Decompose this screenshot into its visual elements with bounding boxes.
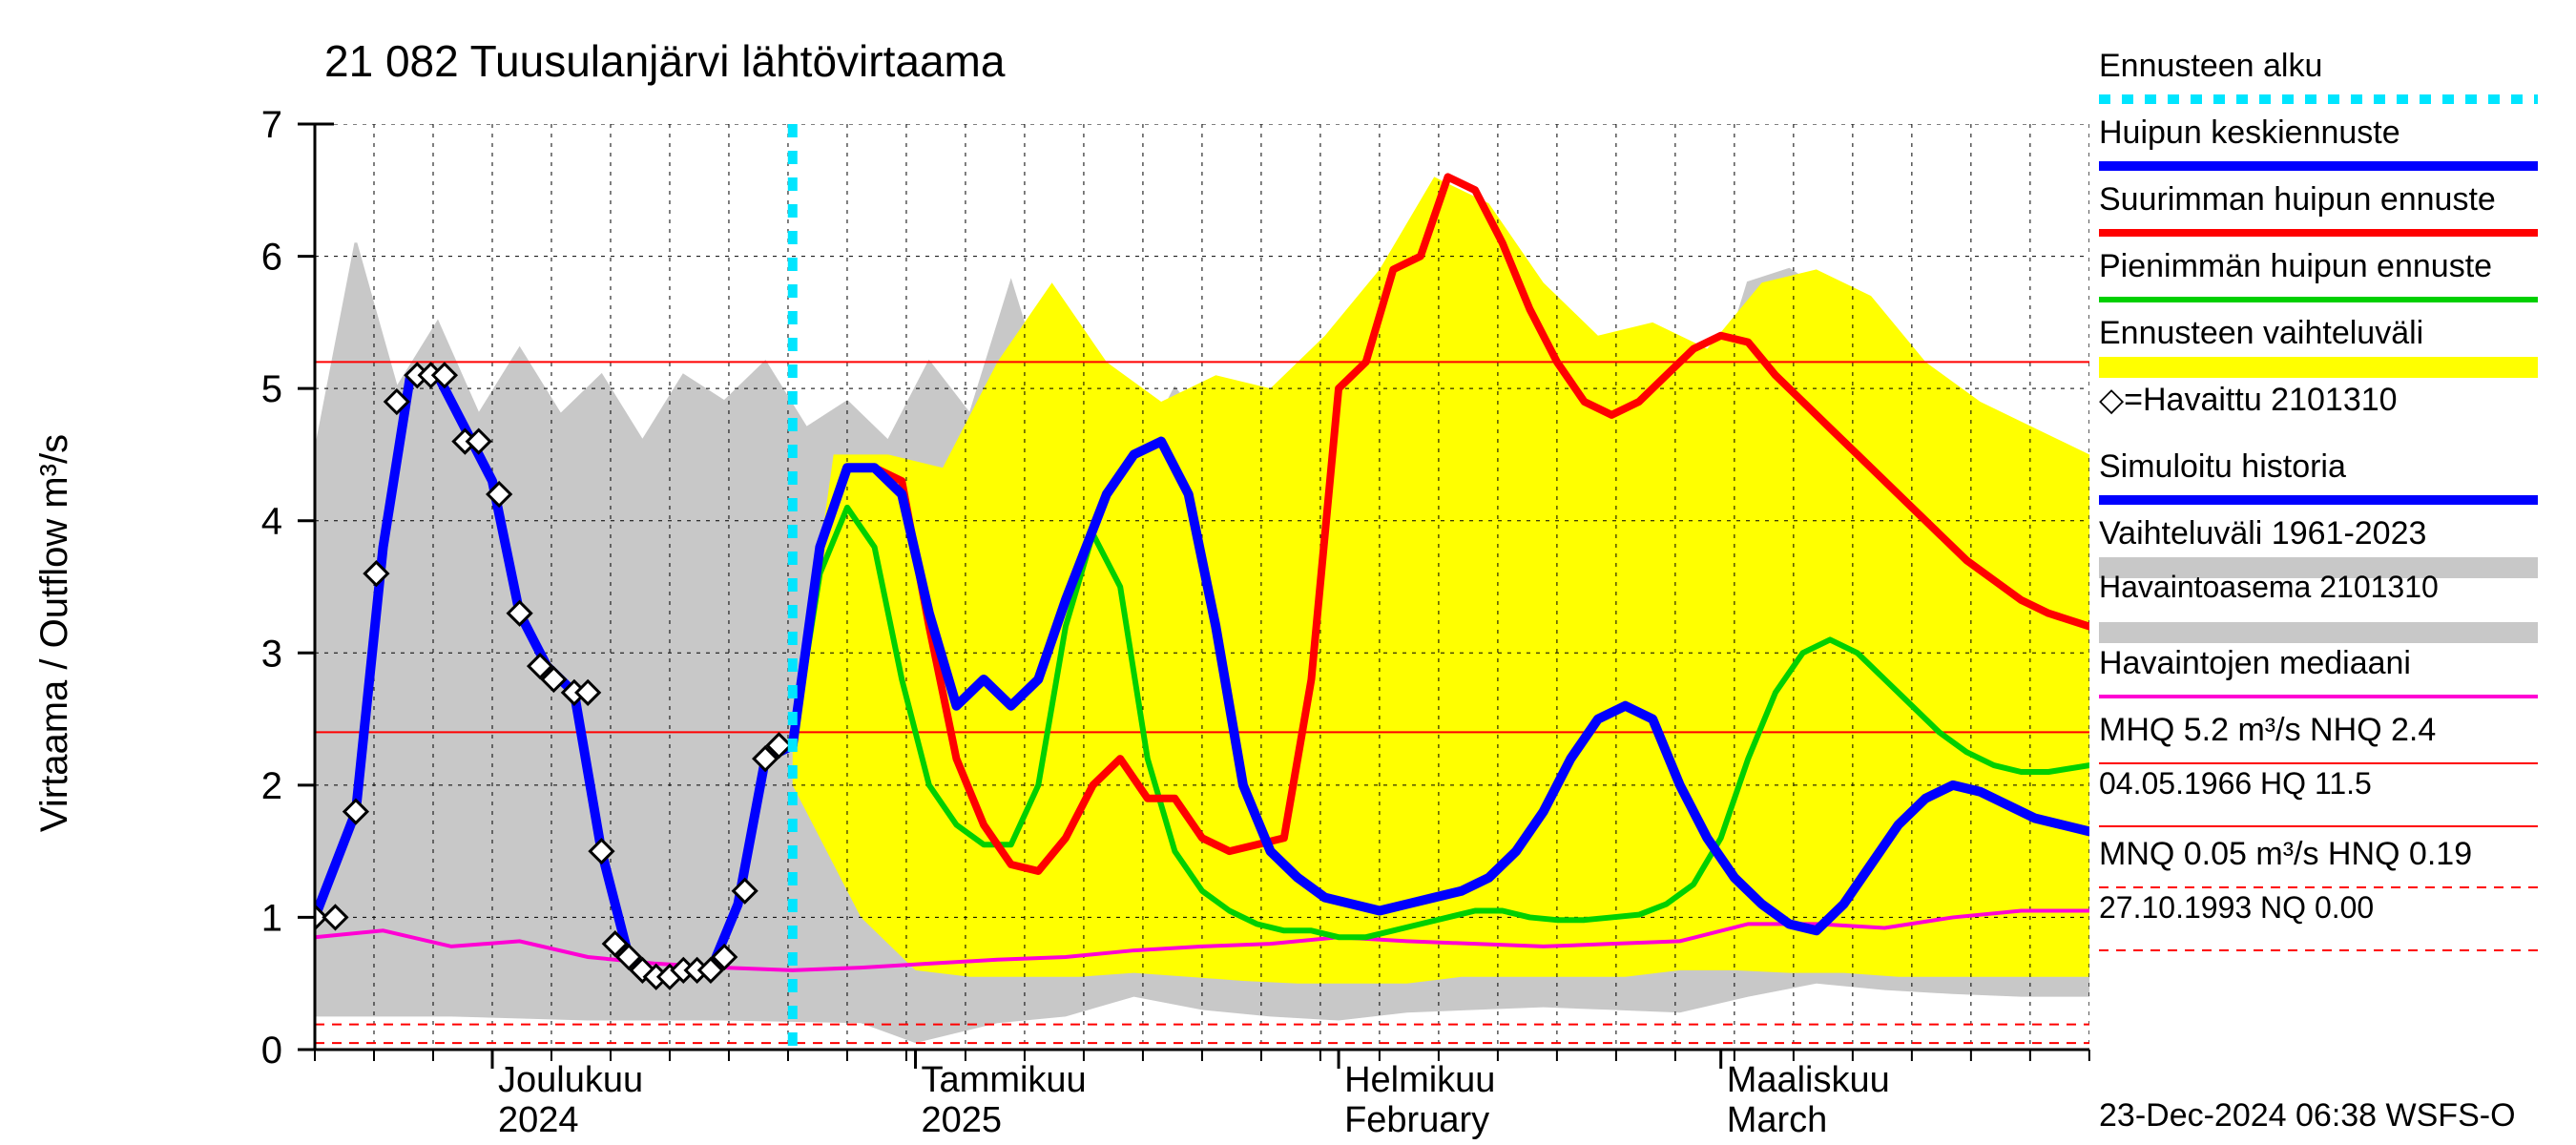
month-label-top: Tammikuu [922, 1060, 1087, 1100]
chart-footer: 23-Dec-2024 06:38 WSFS-O [2099, 1097, 2516, 1134]
y-tick-label: 2 [261, 765, 282, 807]
legend-item-label: Huipun keskiennuste [2099, 114, 2400, 151]
month-label-top: Joulukuu [498, 1060, 643, 1100]
legend-item-label: Pienimmän huipun ennuste [2099, 248, 2492, 284]
legend-item-sub: 27.10.1993 NQ 0.00 [2099, 890, 2374, 925]
legend-item-label: Vaihteluväli 1961-2023 [2099, 515, 2426, 552]
month-label-bottom: February [1344, 1100, 1489, 1140]
legend-item-label: Ennusteen vaihteluväli [2099, 315, 2423, 351]
month-label-bottom: March [1727, 1100, 1828, 1140]
legend-item-label: MHQ 5.2 m³/s NHQ 2.4 [2099, 712, 2436, 748]
chart-svg: 0 1 2 3 4 5 6 7 21 082 Tuusulanjärvi lähtövirtaa… [0, 0, 2576, 1145]
legend-item-label: Havaintojen mediaani [2099, 645, 2411, 681]
y-tick-label: 0 [261, 1030, 282, 1072]
month-label-top: Helmikuu [1344, 1060, 1495, 1100]
y-tick-label: 5 [261, 368, 282, 410]
y-tick-label: 4 [261, 501, 282, 543]
legend-item-sub: Havaintoasema 2101310 [2099, 570, 2439, 604]
legend-item-sub: 04.05.1966 HQ 11.5 [2099, 766, 2372, 801]
legend-item-label: ◇=Havaittu 2101310 [2099, 382, 2398, 418]
legend-item-label: Suurimman huipun ennuste [2099, 181, 2496, 218]
y-tick-label: 3 [261, 633, 282, 675]
month-label-top: Maaliskuu [1727, 1060, 1890, 1100]
chart-title: 21 082 Tuusulanjärvi lähtövirtaama [324, 36, 1006, 86]
legend-item-label: MNQ 0.05 m³/s HNQ 0.19 [2099, 836, 2472, 872]
legend-item-label: Simuloitu historia [2099, 448, 2346, 485]
y-axis-label: Virtaama / Outflow m³/s [33, 434, 75, 832]
month-label-bottom: 2025 [922, 1100, 1003, 1140]
month-label-bottom: 2024 [498, 1100, 579, 1140]
outflow-forecast-chart: 0 1 2 3 4 5 6 7 21 082 Tuusulanjärvi lähtövirtaa… [0, 0, 2576, 1145]
y-tick-label: 6 [261, 237, 282, 279]
y-tick-label: 7 [261, 104, 282, 146]
legend-item-label: Ennusteen alku [2099, 48, 2322, 84]
y-tick-label: 1 [261, 897, 282, 939]
